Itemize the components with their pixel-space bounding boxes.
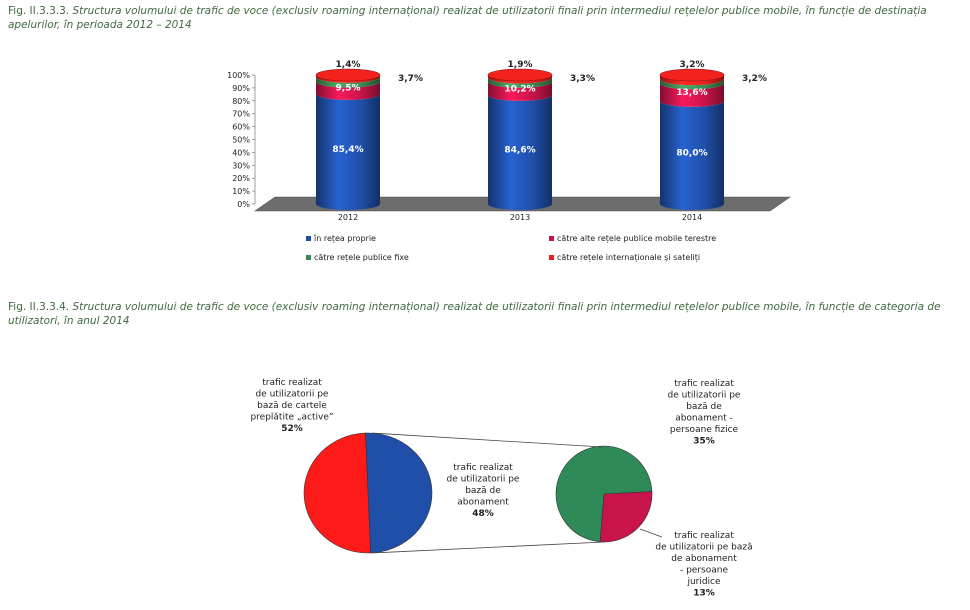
label-abonament-line: de utilizatorii pe: [447, 475, 520, 485]
connector-line-top: [371, 432, 603, 448]
data-label: 1,4%: [336, 60, 361, 70]
legend-swatch-0: [306, 236, 311, 241]
figure-2-caption: Fig. II.3.3.4. Structura volumului de tr…: [8, 300, 963, 328]
bar-segment-2013-3: [488, 75, 552, 84]
label-persoane-fizice-line: de utilizatorii pe: [668, 391, 741, 401]
y-tick-label: 40%: [232, 148, 250, 157]
y-tick-label: 10%: [232, 187, 250, 196]
data-label: 1,9%: [508, 60, 533, 70]
label-persoane-fizice-line: trafic realizat: [674, 379, 734, 389]
data-label: 84,6%: [504, 145, 535, 155]
label-preplatite-value: 52%: [281, 424, 303, 434]
pie-slice-preplatite: [303, 432, 371, 554]
data-label: 3,2%: [742, 74, 767, 84]
label-abonament-line: abonament: [457, 498, 509, 508]
bar-segment-2012-1: [316, 81, 380, 100]
data-label: 3,7%: [398, 74, 423, 84]
data-label: 85,4%: [332, 145, 363, 155]
data-label: 3,3%: [570, 74, 595, 84]
figure-1-number: Fig. II.3.3.3.: [8, 5, 70, 17]
legend-label-0: în rețea proprie: [313, 234, 376, 244]
label-persoane-fizice-line: persoane fizice: [670, 425, 739, 435]
label-abonament-value: 48%: [472, 509, 494, 519]
label-persoane-fizice-line: bază de: [686, 402, 722, 412]
bar-segment-2014-1: [660, 83, 724, 107]
label-persoane-juridice-line: - persoane: [680, 566, 728, 576]
bar-segment-2012-0: [316, 93, 380, 210]
bar-segment-2013-0: [488, 94, 552, 210]
data-label: 10,2%: [504, 84, 535, 94]
x-tick-label: 2013: [510, 213, 530, 222]
bar-segment-2013-2: [488, 77, 552, 88]
figure-2-title: Structura volumului de trafic de voce (e…: [8, 301, 941, 327]
figure-2-number: Fig. II.3.3.4.: [8, 301, 70, 313]
label-preplatite-line: bază de cartele: [257, 401, 327, 411]
x-tick-label: 2014: [682, 213, 702, 222]
y-tick-label: 30%: [232, 161, 250, 170]
label-persoane-juridice-line: trafic realizat: [674, 531, 734, 541]
figure-1-title: Structura volumului de trafic de voce (e…: [8, 5, 927, 31]
cylinder-top-2012: [315, 68, 381, 82]
y-tick-label: 80%: [232, 97, 250, 106]
data-label: 13,6%: [676, 88, 707, 98]
y-tick-label: 90%: [232, 84, 250, 93]
connector-line-bottom: [371, 541, 605, 554]
label-persoane-juridice-line: de abonament: [671, 554, 737, 564]
bar-segment-2014-3: [660, 75, 724, 86]
data-label: 3,2%: [680, 60, 705, 70]
bar-segment-2013-1: [488, 81, 552, 101]
y-tick-label: 0%: [237, 200, 250, 209]
pie-slice-persoane-juridice: [599, 491, 653, 543]
data-label: 80,0%: [676, 148, 707, 158]
legend-swatch-3: [549, 255, 554, 260]
y-tick-label: 60%: [232, 123, 250, 132]
leader-line-juridice: [639, 528, 663, 538]
label-persoane-juridice-line: juridice: [686, 577, 721, 587]
data-label: 9,5%: [336, 84, 361, 94]
cylinder-top-2013: [487, 68, 553, 82]
figure-1-caption: Fig. II.3.3.3. Structura volumului de tr…: [8, 4, 963, 32]
main-pie-scale: [303, 432, 433, 554]
label-persoane-juridice-value: 13%: [693, 589, 715, 599]
label-preplatite-line: trafic realizat: [262, 378, 322, 388]
stacked-cylinder-bar-chart: 0% 10% 20% 30% 40% 50% 60% 70% 80% 90% 100% 85,4% 9,…: [227, 60, 791, 263]
y-tick-label: 50%: [232, 136, 250, 145]
label-abonament-line: bază de: [465, 486, 501, 496]
label-persoane-fizice-line: abonament -: [675, 414, 733, 424]
x-tick-label: 2012: [338, 213, 358, 222]
bar-segment-2012-2: [316, 76, 380, 88]
y-tick-label: 100%: [227, 71, 250, 80]
legend-label-3: către rețele internaționale și sateliți: [557, 253, 700, 263]
label-abonament-line: trafic realizat: [453, 463, 513, 473]
pie-slice-abonament: [365, 432, 433, 554]
label-preplatite-line: de utilizatorii pe: [256, 390, 329, 400]
cylinder-top-2014: [659, 68, 725, 82]
bar-segment-2012-3: [316, 75, 380, 83]
label-persoane-fizice-value: 35%: [693, 437, 715, 447]
bar-segment-2014-2: [660, 79, 724, 90]
legend-label-2: către rețele publice fixe: [314, 253, 409, 263]
label-preplatite-line: preplătite „active”: [250, 413, 333, 423]
legend-swatch-2: [306, 255, 311, 260]
label-persoane-juridice-line: de utilizatorii pe bază: [655, 543, 752, 553]
y-tick-label: 70%: [232, 110, 250, 119]
legend-swatch-1: [549, 236, 554, 241]
legend-label-1: către alte rețele publice mobile terestr…: [557, 234, 716, 244]
y-tick-label: 20%: [232, 174, 250, 183]
bar-segment-2014-0: [660, 100, 724, 210]
